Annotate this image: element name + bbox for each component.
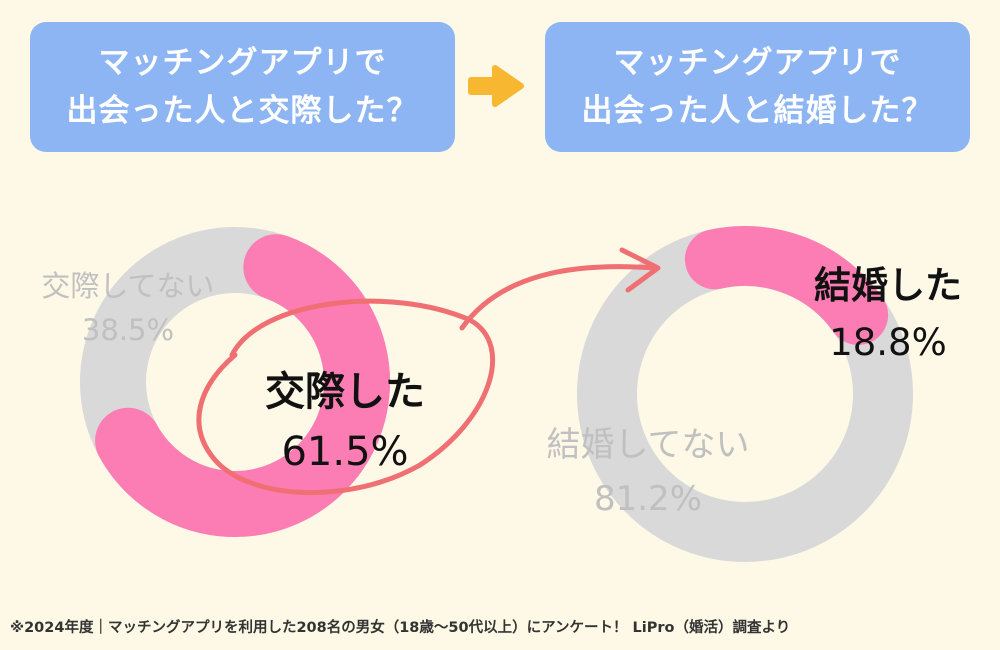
value-married: 18.8% (829, 321, 947, 364)
question-box-dating: マッチングアプリで 出会った人と交際した？ (30, 22, 455, 152)
question-dating-line-2: 出会った人と交際した？ (66, 93, 419, 129)
label-not-dated: 交際してない (41, 269, 214, 303)
question-marriage-line-1: マッチングアプリで (613, 45, 902, 81)
donut-chart-marriage (577, 226, 913, 562)
question-box-marriage: マッチングアプリで 出会った人と結婚した？ (545, 22, 970, 152)
question-dating-line-1: マッチングアプリで (98, 45, 387, 81)
label-dated: 交際した (265, 369, 425, 415)
label-not-married: 結婚してない (547, 425, 750, 465)
question-marriage-line-2: 出会った人と結婚した？ (581, 93, 934, 129)
label-married: 結婚した (814, 264, 962, 307)
donut-chart-dating (80, 227, 390, 537)
value-not-dated: 38.5% (82, 313, 174, 347)
value-dated: 61.5% (281, 429, 408, 475)
slice-married (684, 226, 889, 345)
arrow-right-icon (468, 65, 524, 107)
footnote: ※2024年度｜マッチングアプリを利用した208名の男女（18歳～50代以上）に… (10, 620, 791, 636)
highlight-circle (196, 298, 496, 495)
connector-arrow-head (619, 247, 661, 293)
connector-arrow (459, 264, 658, 331)
value-not-married: 81.2% (594, 479, 702, 519)
slice-dated (95, 234, 390, 537)
